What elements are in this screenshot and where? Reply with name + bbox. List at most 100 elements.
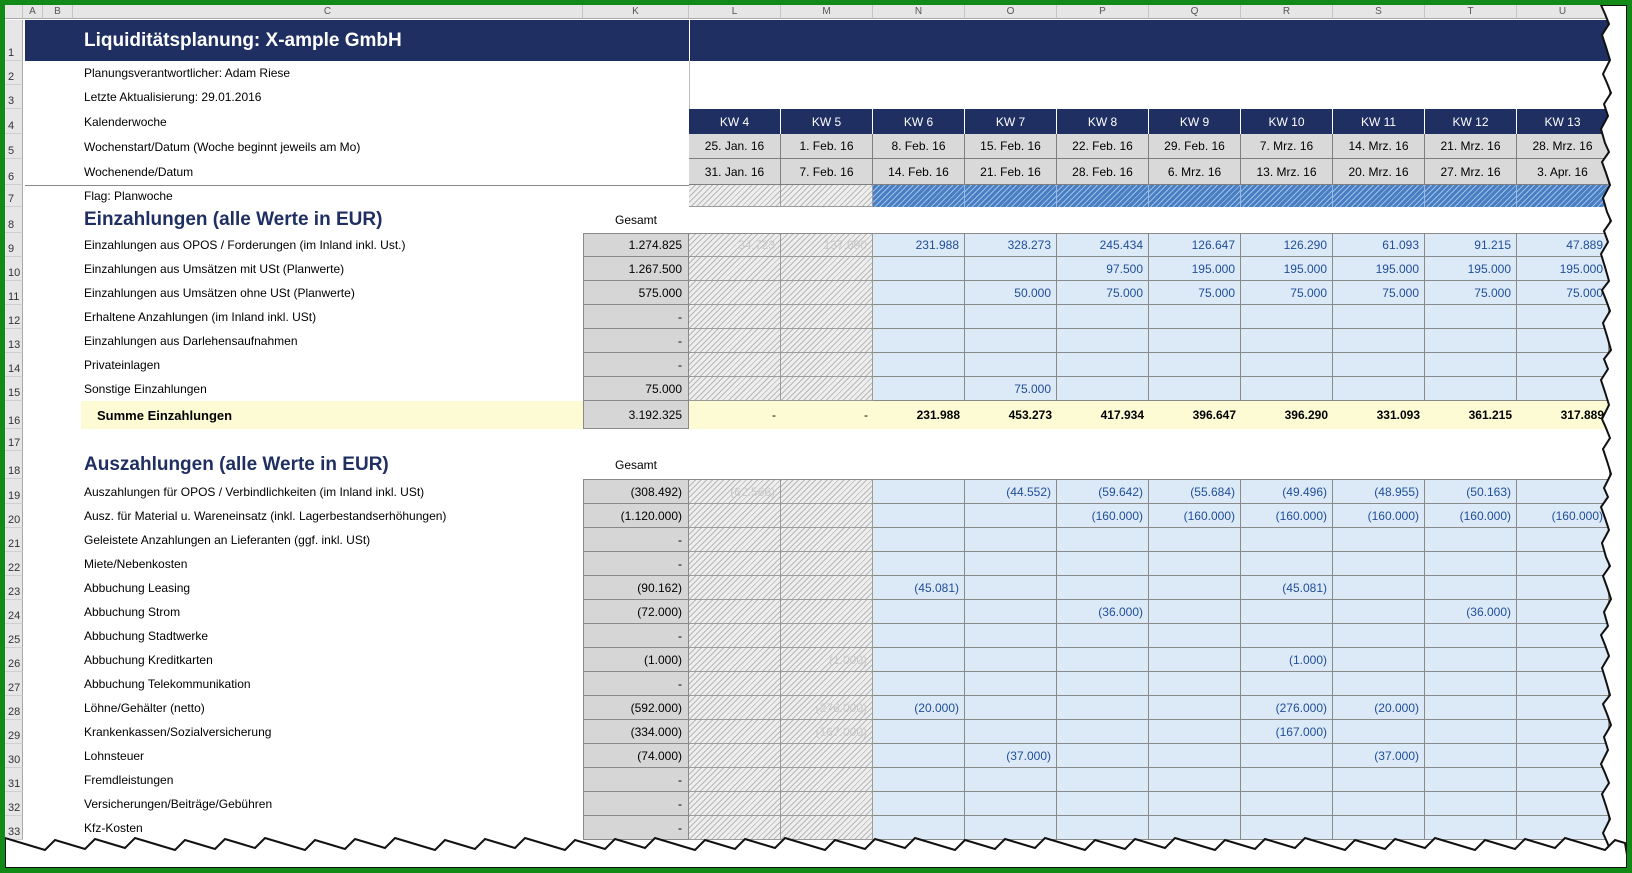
plan-week-flag[interactable]	[1517, 185, 1609, 207]
week-end-date[interactable]: 28. Feb. 16	[1057, 159, 1149, 185]
week-value-cell[interactable]: 231.988	[873, 233, 965, 257]
week-value-cell[interactable]	[1333, 600, 1425, 624]
week-value-cell[interactable]: 61.093	[1333, 233, 1425, 257]
week-value-cell[interactable]	[873, 528, 965, 552]
week-value-cell[interactable]: 34.723	[689, 233, 781, 257]
plan-week-flag[interactable]	[1425, 185, 1517, 207]
week-value-cell[interactable]	[1241, 377, 1333, 401]
sum-week-value[interactable]: 231.988	[916, 408, 960, 422]
week-value-cell[interactable]	[1425, 329, 1517, 353]
week-value-cell[interactable]: 195.000	[1425, 257, 1517, 281]
line-item-total[interactable]: -	[583, 305, 689, 329]
week-value-cell[interactable]	[781, 672, 873, 696]
week-value-cell[interactable]	[781, 552, 873, 576]
week-value-cell[interactable]	[873, 257, 965, 281]
week-value-cell[interactable]: 47.889	[1517, 233, 1609, 257]
week-value-cell[interactable]: (48.955)	[1333, 479, 1425, 504]
week-value-cell[interactable]	[689, 648, 781, 672]
week-start-date[interactable]: 1. Feb. 16	[781, 134, 873, 159]
week-value-cell[interactable]	[781, 329, 873, 353]
week-value-cell[interactable]	[965, 792, 1057, 816]
week-value-cell[interactable]	[1241, 552, 1333, 576]
week-value-cell[interactable]: 91.215	[1425, 233, 1517, 257]
week-value-cell[interactable]	[689, 281, 781, 305]
week-value-cell[interactable]	[965, 257, 1057, 281]
week-value-cell[interactable]	[1333, 768, 1425, 792]
week-value-cell[interactable]	[1057, 377, 1149, 401]
week-value-cell[interactable]	[689, 528, 781, 552]
week-value-cell[interactable]	[1057, 353, 1149, 377]
row-header[interactable]: 1	[5, 20, 23, 61]
row-header[interactable]: 25	[5, 624, 23, 648]
week-value-cell[interactable]	[1517, 552, 1609, 576]
week-value-cell[interactable]: 75.000	[1425, 281, 1517, 305]
row-header[interactable]: 2	[5, 61, 23, 85]
week-value-cell[interactable]	[1517, 479, 1609, 504]
week-value-cell[interactable]	[1517, 528, 1609, 552]
week-value-cell[interactable]: (44.552)	[965, 479, 1057, 504]
row-header[interactable]: 18	[5, 451, 23, 479]
week-value-cell[interactable]: 50.000	[965, 281, 1057, 305]
week-value-cell[interactable]	[1149, 768, 1241, 792]
week-value-cell[interactable]: 195.000	[1241, 257, 1333, 281]
week-value-cell[interactable]	[1517, 648, 1609, 672]
week-value-cell[interactable]	[781, 305, 873, 329]
week-value-cell[interactable]	[689, 696, 781, 720]
week-value-cell[interactable]	[873, 552, 965, 576]
row-header[interactable]: 21	[5, 528, 23, 552]
week-value-cell[interactable]	[689, 600, 781, 624]
line-item-total[interactable]: -	[583, 816, 689, 840]
row-header[interactable]: 8	[5, 207, 23, 233]
row-header[interactable]: 27	[5, 672, 23, 696]
select-all-corner[interactable]	[5, 5, 23, 19]
week-value-cell[interactable]	[781, 528, 873, 552]
week-value-cell[interactable]: 126.647	[1149, 233, 1241, 257]
row-header[interactable]: 5	[5, 134, 23, 159]
column-header[interactable]: L	[689, 5, 781, 19]
week-value-cell[interactable]: (49.496)	[1241, 479, 1333, 504]
week-value-cell[interactable]	[1333, 672, 1425, 696]
week-value-cell[interactable]	[1057, 768, 1149, 792]
row-header[interactable]: 29	[5, 720, 23, 744]
line-item-total[interactable]: 575.000	[583, 281, 689, 305]
week-value-cell[interactable]	[1425, 624, 1517, 648]
column-header[interactable]: B	[43, 5, 73, 19]
week-value-cell[interactable]	[1241, 600, 1333, 624]
week-value-cell[interactable]	[1149, 377, 1241, 401]
week-value-cell[interactable]: (55.684)	[1149, 479, 1241, 504]
week-value-cell[interactable]	[873, 768, 965, 792]
row-header[interactable]: 14	[5, 353, 23, 377]
column-header[interactable]: Q	[1149, 5, 1241, 19]
sum-week-value[interactable]: -	[864, 408, 868, 422]
week-value-cell[interactable]	[965, 504, 1057, 528]
column-header[interactable]: T	[1425, 5, 1517, 19]
week-value-cell[interactable]	[965, 816, 1057, 840]
week-end-date[interactable]: 31. Jan. 16	[689, 159, 781, 185]
row-header[interactable]: 9	[5, 233, 23, 257]
week-value-cell[interactable]	[1333, 377, 1425, 401]
week-value-cell[interactable]	[873, 720, 965, 744]
week-value-cell[interactable]	[1149, 329, 1241, 353]
week-start-date[interactable]: 8. Feb. 16	[873, 134, 965, 159]
week-end-date[interactable]: 13. Mrz. 16	[1241, 159, 1333, 185]
week-value-cell[interactable]: 97.500	[1057, 257, 1149, 281]
plan-week-flag[interactable]	[1333, 185, 1425, 207]
line-item-total[interactable]: (334.000)	[583, 720, 689, 744]
row-header[interactable]: 20	[5, 504, 23, 528]
week-value-cell[interactable]	[689, 353, 781, 377]
row-header[interactable]: 15	[5, 377, 23, 401]
week-value-cell[interactable]	[1241, 353, 1333, 377]
week-value-cell[interactable]	[1517, 816, 1609, 840]
week-value-cell[interactable]: (37.000)	[965, 744, 1057, 768]
week-value-cell[interactable]	[781, 744, 873, 768]
week-value-cell[interactable]: (50.163)	[1425, 479, 1517, 504]
week-value-cell[interactable]	[873, 624, 965, 648]
week-value-cell[interactable]: 328.273	[965, 233, 1057, 257]
week-value-cell[interactable]	[965, 576, 1057, 600]
column-header[interactable]: P	[1057, 5, 1149, 19]
week-value-cell[interactable]	[781, 624, 873, 648]
week-value-cell[interactable]: (36.000)	[1057, 600, 1149, 624]
week-value-cell[interactable]	[965, 768, 1057, 792]
week-value-cell[interactable]	[689, 305, 781, 329]
week-value-cell[interactable]	[1057, 552, 1149, 576]
